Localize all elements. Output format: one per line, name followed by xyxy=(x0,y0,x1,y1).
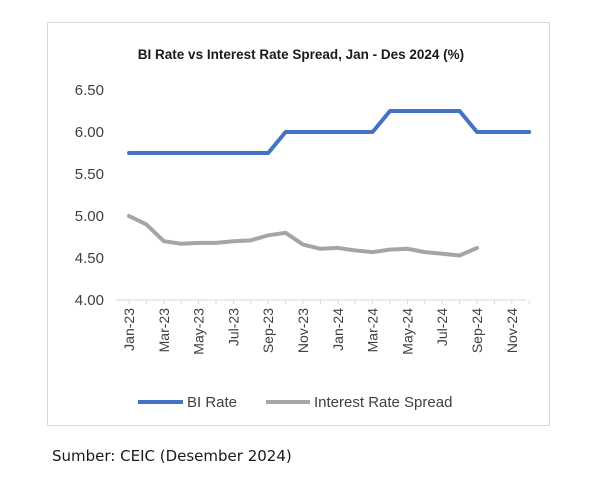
y-tick-label: 4.50 xyxy=(75,250,104,267)
x-tick-label: May-24 xyxy=(399,308,415,355)
x-tick-label: Jul-23 xyxy=(225,308,241,346)
y-tick-label: 5.00 xyxy=(75,208,104,225)
chart-frame: BI Rate vs Interest Rate Spread, Jan - D… xyxy=(47,22,550,426)
series-line-bi-rate xyxy=(127,109,532,155)
x-tick-label: Mar-23 xyxy=(156,308,172,353)
y-tick-label: 5.50 xyxy=(75,166,104,183)
y-tick-label: 6.00 xyxy=(75,124,104,141)
x-axis-ticks: Jan-23 Mar-23 May-23 Jul-23 Sep-23 Nov-23 Jan-… xyxy=(121,300,530,355)
y-tick-label: 6.50 xyxy=(75,82,104,99)
x-tick-label: Mar-24 xyxy=(365,308,381,353)
series-line-interest-rate-spread xyxy=(127,214,479,258)
x-tick-label: Nov-24 xyxy=(504,308,520,353)
series-lines xyxy=(127,109,532,258)
x-tick-label: Jan-24 xyxy=(330,308,346,351)
x-tick-label: Jan-23 xyxy=(121,308,137,351)
x-tick-label: Sep-23 xyxy=(260,308,276,353)
y-axis-ticks: 6.50 6.00 5.50 5.00 4.50 4.00 xyxy=(75,82,104,309)
source-note: Sumber: CEIC (Desember 2024) xyxy=(52,447,292,465)
x-tick-label: Nov-23 xyxy=(295,308,311,353)
y-tick-label: 4.00 xyxy=(75,292,104,309)
x-tick-label: Jul-24 xyxy=(434,308,450,346)
legend: BI Rate Interest Rate Spread xyxy=(138,394,452,411)
line-chart: BI Rate vs Interest Rate Spread, Jan - D… xyxy=(75,47,532,411)
x-tick-label: Sep-24 xyxy=(469,308,485,353)
legend-label-bi-rate: BI Rate xyxy=(187,394,237,411)
legend-label-interest-rate-spread: Interest Rate Spread xyxy=(314,394,452,411)
x-tick-label: May-23 xyxy=(191,308,207,355)
chart-title: BI Rate vs Interest Rate Spread, Jan - D… xyxy=(138,47,464,62)
